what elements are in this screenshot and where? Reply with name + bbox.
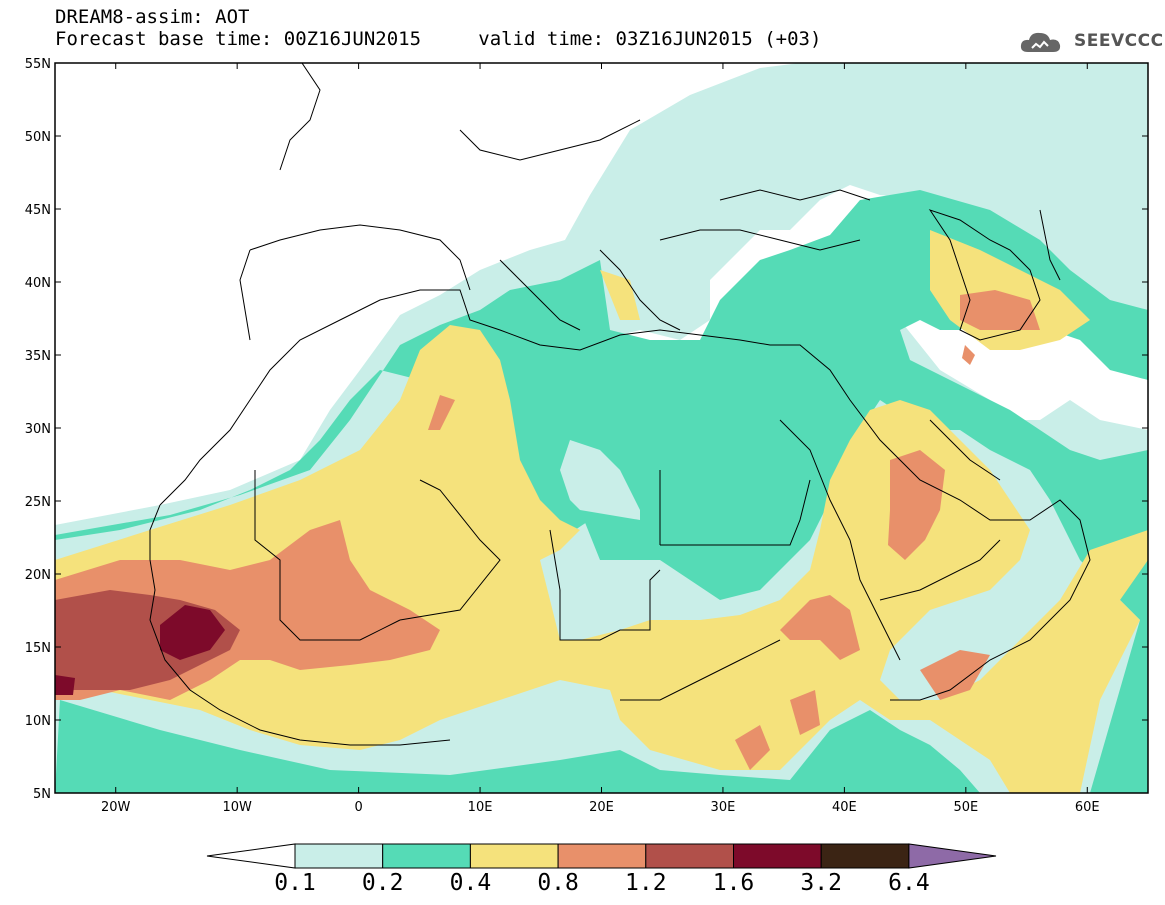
lon-tick-label: 0	[354, 800, 362, 815]
aot-contour-1.6	[55, 605, 225, 695]
lat-tick-label: 25N	[25, 495, 51, 510]
lon-tick-label: 10W	[222, 800, 252, 815]
colorbar-label: 1.6	[713, 870, 755, 896]
lat-tick-label: 55N	[25, 57, 51, 72]
colorbar-label: 0.1	[274, 870, 316, 896]
base-time-label: Forecast base time: 00Z16JUN2015	[55, 28, 422, 50]
colorbar-swatch	[557, 843, 647, 869]
aot-field	[55, 63, 1148, 793]
colorbar-label: 1.2	[625, 870, 667, 896]
colorbar-under-triangle	[206, 843, 296, 869]
cloud-icon	[1020, 32, 1061, 52]
longitude-axis: 20W 10W 0 10E 20E 30E 40E 50E 60E	[101, 63, 1100, 815]
lat-tick-label: 45N	[25, 203, 51, 218]
lon-tick-label: 20E	[589, 800, 614, 815]
colorbar-swatch	[733, 843, 822, 869]
lon-tick-label: 20W	[101, 800, 131, 815]
time-info: Forecast base time: 00Z16JUN2015 valid t…	[55, 28, 821, 50]
colorbar-label: 0.4	[450, 870, 492, 896]
seevccc-logo: SEEVCCC	[1018, 27, 1164, 55]
colorbar-swatch	[382, 843, 471, 869]
lon-tick-label: 30E	[711, 800, 736, 815]
colorbar-swatch	[645, 843, 734, 869]
lon-tick-label: 10E	[468, 800, 493, 815]
colorbar-label: 0.2	[362, 870, 404, 896]
colorbar-swatch	[820, 843, 910, 869]
logo-text: SEEVCCC	[1074, 31, 1164, 51]
lon-tick-label: 40E	[832, 800, 857, 815]
colorbar-label: 0.8	[537, 870, 579, 896]
map-title: DREAM8-assim: AOT	[55, 6, 250, 28]
colorbar-over-triangle	[908, 843, 997, 869]
aot-contour-0.2	[55, 190, 1148, 793]
lat-tick-label: 40N	[25, 276, 51, 291]
lat-tick-label: 20N	[25, 568, 51, 583]
lat-tick-label: 10N	[25, 714, 51, 729]
lon-tick-label: 60E	[1075, 800, 1100, 815]
colorbar-swatch	[469, 843, 559, 869]
lat-tick-label: 35N	[25, 349, 51, 364]
colorbar-label: 3.2	[800, 870, 842, 896]
valid-time-label: valid time: 03Z16JUN2015 (+03)	[478, 28, 822, 50]
colorbar: 0.1 0.2 0.4 0.8 1.2 1.6 3.2 6.4	[206, 843, 997, 896]
lon-tick-label: 50E	[953, 800, 978, 815]
latitude-axis: 55N 50N 45N 40N 35N 30N 25N 20N 15N 10N 5N	[25, 57, 1148, 802]
lat-tick-label: 15N	[25, 641, 51, 656]
lat-tick-label: 50N	[25, 130, 51, 145]
colorbar-swatch	[294, 843, 384, 869]
colorbar-label: 6.4	[888, 870, 930, 896]
lat-tick-label: 30N	[25, 422, 51, 437]
coastlines	[149, 63, 1091, 746]
lat-tick-label: 5N	[33, 787, 51, 802]
